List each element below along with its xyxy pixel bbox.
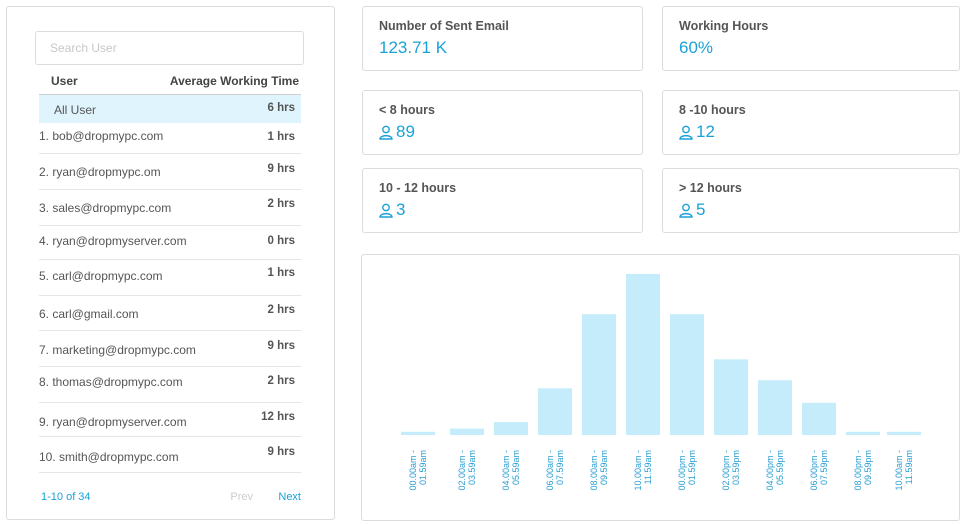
table-row[interactable]: 2. ryan@dropmypc.om 9 hrs — [39, 154, 301, 190]
chart-bar — [846, 431, 880, 435]
user-name: 4. ryan@dropmyserver.com — [39, 234, 187, 248]
average-working-time: 6 hrs — [267, 102, 296, 114]
chart-bar — [758, 380, 792, 435]
sent-email-value: 123.71 K — [379, 38, 448, 57]
10-12-hours-value: 3 — [396, 200, 406, 219]
under-8-hours-card: < 8 hours 89 — [362, 90, 643, 155]
over-12-hours-value: 5 — [696, 200, 706, 219]
average-working-time: 1 hrs — [267, 267, 296, 279]
x-tick-label: 06.00pm -07.59pm — [809, 450, 829, 491]
user-icon — [679, 203, 693, 218]
user-name: 1. bob@dropmypc.com — [39, 129, 164, 143]
average-working-time: 2 hrs — [267, 375, 296, 387]
over-12-hours-card: > 12 hours 5 — [662, 168, 960, 233]
table-row[interactable]: 6. carl@gmail.com 2 hrs — [39, 296, 301, 331]
table-row[interactable]: 5. carl@dropmypc.com 1 hrs — [39, 260, 301, 296]
x-tick-label: 02.00pm -03.59pm — [721, 450, 741, 491]
x-tick-label: 04.00am -05.59am — [501, 450, 521, 491]
average-working-time: 2 hrs — [267, 304, 296, 316]
table-row[interactable]: 4. ryan@dropmyserver.com 0 hrs — [39, 226, 301, 260]
average-working-time: 12 hrs — [261, 411, 295, 423]
user-name: All User — [54, 103, 97, 117]
table-row[interactable]: 8. thomas@dropmypc.com 2 hrs — [39, 367, 301, 403]
average-working-time: 9 hrs — [267, 446, 296, 458]
user-icon — [679, 125, 693, 140]
average-working-time: 9 hrs — [267, 340, 296, 352]
average-working-time: 2 hrs — [267, 198, 296, 210]
x-tick-label: 10.00am -11.59am — [633, 450, 653, 491]
over-12-hours-count: 5 — [679, 200, 705, 220]
average-working-time: 9 hrs — [267, 163, 296, 175]
x-tick-label: 06.00am -07.59am — [545, 450, 565, 491]
under-8-hours-label: < 8 hours — [379, 103, 435, 117]
user-icon — [379, 203, 393, 218]
working-hours-label: Working Hours — [679, 19, 769, 33]
chart-bar — [450, 428, 484, 435]
user-name: 7. marketing@dropmypc.com — [39, 343, 196, 357]
column-header-average-working-time: Average Working Time — [169, 74, 299, 88]
user-name: 2. ryan@dropmypc.om — [39, 165, 161, 179]
sent-email-label: Number of Sent Email — [379, 19, 509, 33]
user-icon — [379, 125, 393, 140]
chart-bar — [887, 431, 921, 435]
10-12-hours-label: 10 - 12 hours — [379, 181, 457, 195]
table-row[interactable]: 3. sales@dropmypc.com 2 hrs — [39, 190, 301, 226]
under-8-hours-value: 89 — [396, 122, 415, 141]
user-name: 3. sales@dropmypc.com — [39, 201, 172, 215]
user-name: 10. smith@dropmypc.com — [39, 450, 179, 464]
x-tick-label: 10.00am -11.59am — [894, 450, 914, 491]
8-10-hours-label: 8 -10 hours — [679, 103, 746, 117]
column-header-user: User — [51, 74, 78, 88]
user-name: 6. carl@gmail.com — [39, 307, 139, 321]
user-list-panel: User Average Working Time All User 6 hrs 1… — [6, 6, 335, 520]
next-page-button[interactable]: Next — [278, 491, 301, 503]
table-row[interactable]: 1. bob@dropmypc.com 1 hrs — [39, 123, 301, 154]
search-input[interactable] — [35, 31, 304, 65]
chart-bar — [670, 314, 704, 435]
prev-page-button[interactable]: Prev — [230, 491, 253, 503]
table-row[interactable]: 9. ryan@dropmyserver.com 12 hrs — [39, 403, 301, 437]
8-10-hours-value: 12 — [696, 122, 715, 141]
hourly-activity-chart-card: 00.00am -01.59am 02.00am -03.59am 04.00am … — [361, 254, 960, 521]
under-8-hours-count: 89 — [379, 122, 415, 142]
over-12-hours-label: > 12 hours — [679, 181, 742, 195]
8-10-hours-count: 12 — [679, 122, 715, 142]
x-tick-label: 02.00am -03.59am — [457, 450, 477, 491]
chart-bar — [626, 274, 660, 435]
user-name: 8. thomas@dropmypc.com — [39, 375, 183, 389]
table-header: User Average Working Time — [39, 69, 301, 95]
x-tick-label: 00.00pm -01.59pm — [677, 450, 697, 491]
hourly-activity-chart: 00.00am -01.59am 02.00am -03.59am 04.00am … — [401, 274, 921, 491]
chart-bar — [494, 422, 528, 435]
chart-bar — [714, 359, 748, 435]
10-12-hours-card: 10 - 12 hours 3 — [362, 168, 643, 233]
x-tick-label: 08.00am -09.59am — [589, 450, 609, 491]
chart-bar — [401, 431, 435, 435]
table-row[interactable]: 7. marketing@dropmypc.com 9 hrs — [39, 331, 301, 367]
x-tick-label: 04.00pm -05.59pm — [765, 450, 785, 491]
average-working-time: 0 hrs — [267, 235, 296, 247]
user-name: 5. carl@dropmypc.com — [39, 269, 163, 283]
all-user-row[interactable]: All User 6 hrs — [39, 95, 301, 123]
user-name: 9. ryan@dropmyserver.com — [39, 415, 187, 429]
sent-email-card: Number of Sent Email 123.71 K — [362, 6, 643, 71]
working-hours-card: Working Hours 60% — [662, 6, 960, 71]
x-tick-label: 00.00am -01.59am — [408, 450, 428, 491]
8-10-hours-card: 8 -10 hours 12 — [662, 90, 960, 155]
chart-bar — [802, 402, 836, 435]
pagination-range: 1-10 of 34 — [41, 491, 91, 503]
working-hours-value: 60% — [679, 38, 714, 57]
chart-bar — [582, 314, 616, 435]
chart-bar — [538, 388, 572, 435]
average-working-time: 1 hrs — [267, 131, 296, 143]
10-12-hours-count: 3 — [379, 200, 405, 220]
x-tick-label: 08.00pm -09.59pm — [853, 450, 873, 491]
user-table-body: All User 6 hrs 1. bob@dropmypc.com 1 hrs 2. … — [39, 95, 301, 473]
table-row[interactable]: 10. smith@dropmypc.com 9 hrs — [39, 437, 301, 473]
